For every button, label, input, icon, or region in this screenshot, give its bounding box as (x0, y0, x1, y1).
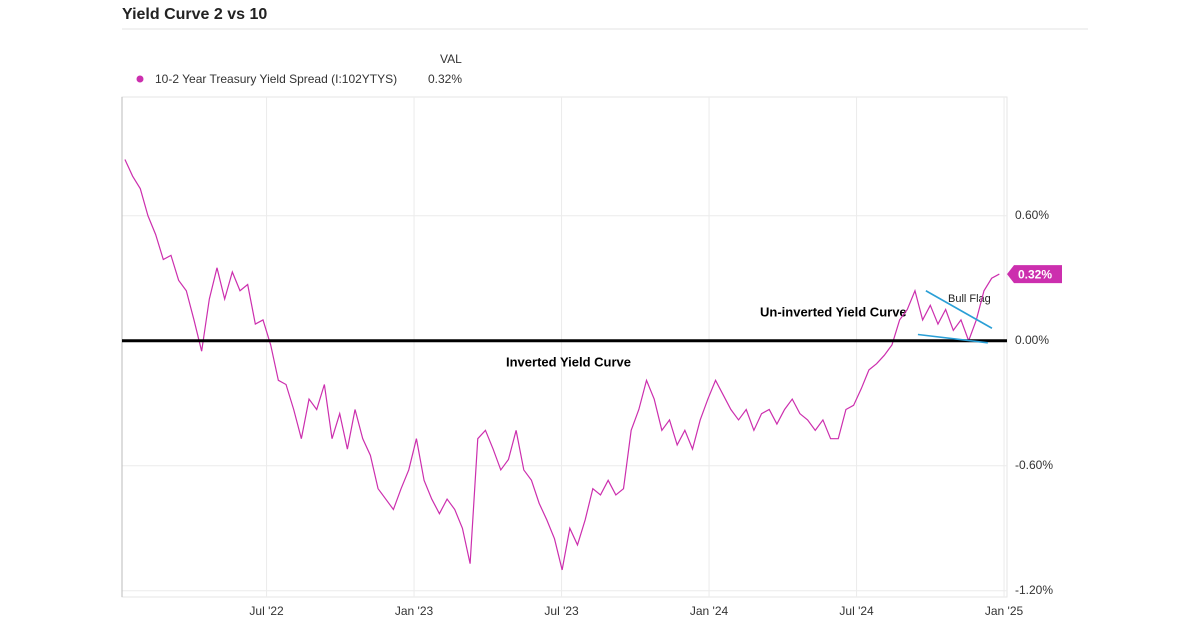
x-tick-label: Jan '24 (690, 604, 729, 618)
annotation: Bull Flag (948, 293, 991, 305)
flag-line (925, 290, 993, 329)
series-line (124, 159, 1000, 571)
legend-header: VAL (440, 52, 462, 66)
x-tick-label: Jan '25 (985, 604, 1024, 618)
x-tick-label: Jul '22 (249, 604, 284, 618)
x-tick-label: Jul '24 (839, 604, 874, 618)
legend-value: 0.32% (428, 72, 462, 86)
y-tick-label: -1.20% (1015, 583, 1053, 597)
grid (122, 97, 1007, 597)
y-tick-label: 0.60% (1015, 208, 1049, 222)
legend-swatch (136, 75, 144, 83)
annotation: Inverted Yield Curve (506, 354, 631, 369)
x-tick-label: Jul '23 (544, 604, 579, 618)
x-tick-label: Jan '23 (395, 604, 434, 618)
chart-title: Yield Curve 2 vs 10 (122, 6, 267, 23)
y-tick-label: -0.60% (1015, 458, 1053, 472)
y-tick-label: 0.00% (1015, 333, 1049, 347)
latest-tag-label: 0.32% (1018, 267, 1052, 281)
latest-tag (1007, 265, 1062, 284)
legend-label[interactable]: 10-2 Year Treasury Yield Spread (I:102YT… (155, 72, 397, 86)
plot-frame (121, 96, 1008, 598)
annotation: Un-inverted Yield Curve (760, 304, 907, 319)
flag-line (917, 333, 988, 344)
